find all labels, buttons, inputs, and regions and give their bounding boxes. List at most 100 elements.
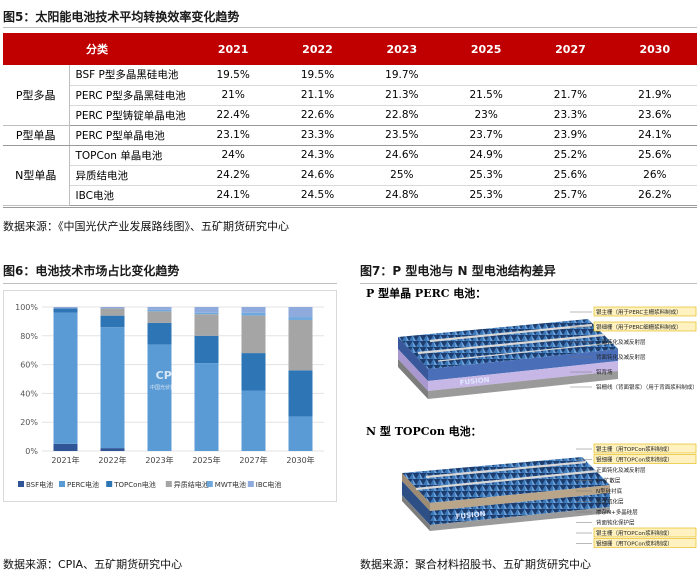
fig6-title-rule	[3, 283, 337, 284]
bar-segment	[194, 314, 219, 336]
efficiency-table: 分类 2021 2022 2023 2025 2027 2030 P型多晶 BSF P型多晶黑…	[3, 33, 697, 206]
layer-label: 银细栅（用TOPCon浆料制成）	[596, 540, 673, 548]
efficiency-value	[612, 65, 697, 86]
y-tick-label: 100%	[15, 303, 38, 312]
table-body: P型多晶 BSF P型多晶黑硅电池 19.5% 19.5% 19.7% PERC P型多晶…	[3, 65, 697, 206]
cell-type: PERC P型单晶电池	[69, 125, 191, 146]
y-tick-label: 80%	[20, 332, 38, 341]
efficiency-value: 26%	[612, 165, 697, 186]
efficiency-value: 23.9%	[528, 125, 613, 146]
efficiency-value: 25.2%	[528, 145, 613, 166]
cell-structure-diagram: P 型单晶 PERC 电池： N 型 TOPCon 电池： FUSION 银主栅…	[360, 281, 698, 553]
efficiency-value: 19.7%	[359, 65, 444, 86]
fig5-bottom-rule	[3, 207, 697, 208]
x-tick-label: 2025年	[192, 455, 220, 465]
cell-type: IBC电池	[69, 185, 191, 206]
bar-segment	[100, 315, 125, 328]
fig6-source: 数据来源：CPIA、五矿期货研究中心	[3, 558, 183, 571]
group-label: N型单晶	[3, 145, 70, 206]
bar-segment	[100, 327, 125, 449]
header-year: 2022	[275, 33, 360, 65]
market-share-chart-svg: 0% 20% 40% 60% 80% 100% 2021年 2022年 2023年 2025年 20…	[15, 303, 324, 489]
bar-segment	[53, 308, 78, 313]
layer-label: 铝栅线（背面银浆）（用于背面浆料制成）	[596, 383, 698, 391]
table-row: PERC P型铸锭单晶电池 22.4% 22.6% 22.8% 23% 23.3% 23.6…	[3, 105, 697, 126]
topcon-cell-drawing: FUSION	[402, 457, 610, 531]
efficiency-value: 24.3%	[275, 145, 360, 166]
layer-label: 银主栅（用TOPCon浆料制成）	[596, 445, 673, 453]
p-type-subtitle: P 型单晶 PERC 电池：	[366, 287, 487, 300]
highlight-box	[593, 538, 697, 548]
legend-label: BSF电池	[26, 480, 53, 489]
legend-swatch	[165, 481, 172, 487]
efficiency-value: 25.6%	[612, 145, 697, 166]
table-row: P型多晶 BSF P型多晶黑硅电池 19.5% 19.5% 19.7%	[3, 65, 697, 126]
fig7-source: 数据来源：聚合材料招股书、五矿期货研究中心	[360, 558, 591, 571]
bar-segment	[53, 307, 78, 309]
efficiency-value: 24.9%	[443, 145, 529, 166]
efficiency-value: 23.5%	[359, 125, 444, 146]
layer-label: 掺杂N+多晶硅层	[596, 508, 638, 516]
legend-label: IBC电池	[256, 480, 282, 489]
legend-label: TOPCon电池	[113, 480, 156, 489]
bar-segment	[288, 370, 313, 417]
layer-label: P+扩散层	[596, 477, 621, 485]
highlight-box	[593, 306, 697, 317]
efficiency-value: 24.1%	[191, 185, 276, 206]
cell-type: TOPCon 单晶电池	[69, 145, 191, 166]
bar-segment	[194, 363, 219, 451]
fig7-title-rule	[360, 283, 697, 284]
bar-segment	[288, 416, 313, 451]
x-tick-label: 2030年	[286, 455, 314, 465]
svg-text:FUSION: FUSION	[459, 376, 490, 387]
efficiency-value: 21.7%	[528, 85, 613, 106]
efficiency-value: 24%	[191, 145, 276, 166]
efficiency-value	[528, 65, 613, 86]
layer-label: 正面钝化及减反射层	[596, 466, 646, 474]
layer-label: 银细栅（用于PERC细栅浆料制成）	[596, 323, 682, 331]
bar-segment	[241, 307, 266, 313]
legend-swatch	[247, 481, 254, 487]
efficiency-value	[443, 65, 529, 86]
highlight-box	[593, 443, 697, 454]
table-row: P型单晶 PERC P型单晶电池 23.1% 23.3% 23.5% 23.7% 23.9%…	[3, 125, 697, 146]
bar-segment	[147, 344, 172, 451]
bar-segment	[100, 307, 125, 309]
table-row: IBC电池 24.1% 24.5% 24.8% 25.3% 25.7% 26.2%	[3, 185, 697, 206]
header-year: 2021	[191, 33, 276, 65]
legend-swatch	[206, 481, 213, 487]
bar-segment	[100, 448, 125, 451]
efficiency-value: 21.5%	[443, 85, 529, 106]
bar-segment	[53, 443, 78, 451]
efficiency-value: 26.2%	[612, 185, 697, 206]
efficiency-value: 24.6%	[275, 165, 360, 186]
bar-segment	[53, 312, 78, 444]
efficiency-value: 23.1%	[191, 125, 276, 146]
legend-label: MWT电池	[215, 480, 246, 489]
efficiency-value: 23.3%	[275, 125, 360, 146]
layer-label: 铝背场	[596, 368, 613, 376]
efficiency-value: 22.4%	[191, 105, 276, 126]
efficiency-value: 21.3%	[359, 85, 444, 106]
efficiency-value: 21.9%	[612, 85, 697, 106]
bar-segment	[147, 307, 172, 310]
watermark: CPIA	[156, 369, 185, 382]
table-row: 异质结电池 24.2% 24.6% 25% 25.3% 25.6% 26%	[3, 165, 697, 186]
bar-segment	[194, 312, 219, 315]
bar-segment	[241, 312, 266, 316]
group-label: P型多晶	[3, 65, 70, 126]
efficiency-value: 19.5%	[191, 65, 276, 86]
y-tick-label: 20%	[20, 418, 38, 427]
cell-type: BSF P型多晶黑硅电池	[69, 65, 191, 86]
legend-label: 异质结电池	[174, 480, 209, 489]
market-share-chart: 0% 20% 40% 60% 80% 100% 2021年 2022年 2023年 2025年 20…	[3, 290, 337, 502]
efficiency-value: 24.1%	[612, 125, 697, 146]
bar-segment	[288, 307, 313, 318]
cell-type: PERC P型多晶黑硅电池	[69, 85, 191, 106]
group-label: P型单晶	[3, 125, 70, 146]
fig6-title: 图6：电池技术市场占比变化趋势	[3, 264, 180, 278]
layer-label: 背面钝化及减反射层	[596, 353, 646, 361]
bar-segment	[241, 390, 266, 451]
legend-label: PERC电池	[67, 480, 99, 489]
header-year: 2027	[528, 33, 613, 65]
